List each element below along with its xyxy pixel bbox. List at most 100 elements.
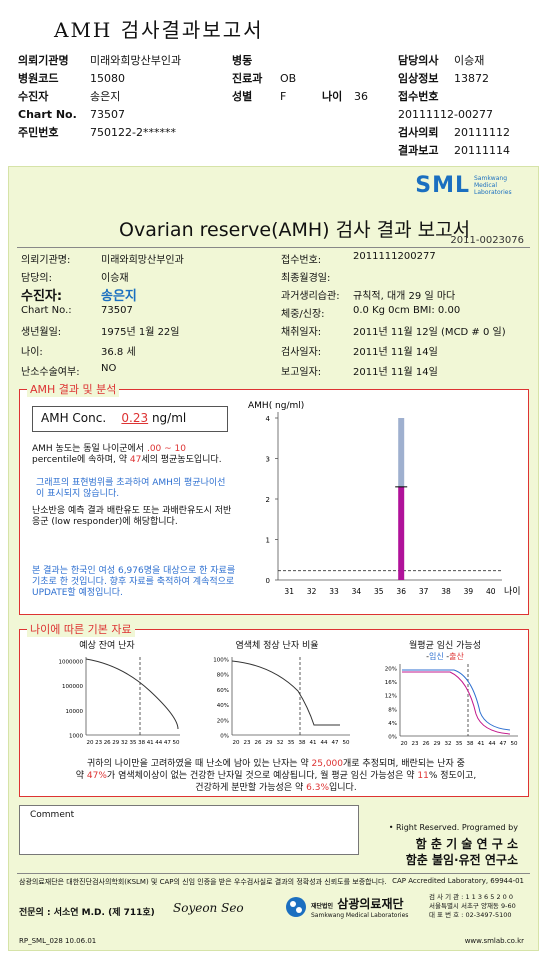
- foundation-name: 삼광의료재단: [337, 897, 404, 911]
- header-value: 36: [354, 90, 368, 103]
- x-tick-label: 33: [329, 587, 339, 596]
- remaining-eggs-chart: 예상 잔여 난자 1000000 100000 10000 1000 20 23 26 29 3…: [32, 638, 182, 754]
- info-label: 검사일자:: [281, 347, 322, 358]
- org-name-1: 함 춘 기 술 연 구 소: [415, 837, 518, 851]
- note-text: AMH 농도는 동일 나이군에서: [32, 444, 145, 454]
- header-label: 나이: [322, 90, 343, 103]
- x-tick-label: 41: [478, 741, 485, 747]
- y-tick-label: 10000: [66, 709, 84, 715]
- header-value: 750122-2******: [90, 126, 176, 139]
- x-tick-label: 29: [266, 740, 273, 746]
- remaining-eggs-curve: [85, 658, 179, 730]
- header-value: 이승재: [454, 54, 485, 67]
- y-tick-label: 40%: [217, 703, 229, 709]
- info-label: 접수번호:: [281, 255, 322, 266]
- x-tick-label: 34: [352, 587, 362, 596]
- age-basic-data-panel: 예상 잔여 난자 1000000 100000 10000 1000 20 23 26 29 3…: [19, 629, 529, 797]
- note-text: percentile에 속하며, 약: [32, 455, 127, 465]
- header-label: 접수번호: [398, 90, 439, 103]
- info-value: 이승재: [101, 273, 129, 284]
- chart-xlabel: 나이: [504, 586, 521, 597]
- info-value: 미래와희망산부인과: [101, 255, 184, 266]
- x-tick-label: 41: [147, 740, 154, 746]
- note-age: 47: [129, 455, 142, 465]
- info-value: 0.0 Kg 0cm BMI: 0.00: [353, 305, 461, 316]
- summary-pregnancy-pct: 11: [417, 771, 429, 781]
- signature: Soyeon Seo: [173, 901, 244, 915]
- x-tick-label: 47: [500, 741, 507, 747]
- info-label: Chart No.:: [21, 305, 72, 316]
- info-label: 나이:: [21, 347, 43, 358]
- x-tick-label: 37: [419, 587, 429, 596]
- x-tick-label: 26: [255, 740, 262, 746]
- header-value: 13872: [454, 72, 489, 85]
- amh-note-response: 난소반응 예측 결과 배란유도 또는 과배란유도시 저반응군 (low resp…: [32, 506, 232, 527]
- header-label: Chart No.: [18, 108, 77, 121]
- info-label: 최종월경일:: [281, 273, 331, 284]
- y-tick-label: 0: [266, 577, 270, 585]
- header-left-column: 의뢰기관명 미래와희망산부인과 병원코드 15080 수진자 송은지 Chart No…: [18, 52, 181, 142]
- y-tick-label: 100000: [62, 684, 83, 690]
- x-tick-label: 38: [441, 587, 451, 596]
- contact-lab: 검 사 기 관 : 1 1 3 6 5 2 0 0: [429, 893, 513, 901]
- x-tick-label: 47: [332, 740, 339, 746]
- info-label: 보고일자:: [281, 367, 322, 378]
- summary-text: 약: [75, 771, 85, 781]
- amh-note-range: 그래프의 표현범위를 초과하여 AMH의 평균나이선이 표시되지 않습니다.: [36, 478, 226, 499]
- summary-birth-pct: 6.3%: [306, 783, 329, 793]
- divider: [17, 873, 530, 874]
- y-tick-label: 20%: [217, 718, 229, 724]
- x-tick-label: 26: [104, 740, 111, 746]
- x-tick-label: 35: [130, 740, 137, 746]
- info-label: 생년월일:: [21, 327, 62, 338]
- birth-curve: [402, 671, 511, 735]
- header-value: 미래와희망산부인과: [90, 54, 182, 67]
- amh-result-panel: AMH Conc. 0.23 ng/ml AMH 농도는 동일 나이군에서 .0…: [19, 389, 529, 615]
- x-tick-label: 41: [310, 740, 317, 746]
- basic-data-summary: 귀하의 나이만을 고려하였을 때 난소에 남아 있는 난자는 약 25,000개…: [34, 758, 518, 794]
- contact-info: 검 사 기 관 : 1 1 3 6 5 2 0 0 서울특별시 서초구 양재동 …: [429, 893, 516, 920]
- note-range: .00 ~ 10: [146, 444, 186, 454]
- summary-text: 가 염색체이상이 없는 건강한 난자일 것으로 예상됩니다, 월 평균 임신 가…: [106, 771, 415, 781]
- x-tick-label: 31: [284, 587, 294, 596]
- y-tick-label: 0%: [220, 734, 229, 740]
- page-title: AMH 검사결과보고서: [54, 18, 264, 42]
- info-value: 2011111200277: [353, 251, 436, 262]
- remaining-eggs-plot: 1000000 100000 10000 1000 20 23 26 29 32 35 38 41 44…: [59, 657, 180, 746]
- x-tick-label: 39: [464, 587, 474, 596]
- x-tick-label: 29: [434, 741, 441, 747]
- info-label: 체중/신장:: [281, 309, 325, 320]
- y-tick-label: 1: [266, 537, 270, 545]
- specialist: 전문의 : 서소연 M.D. (제 711호): [19, 908, 155, 918]
- x-tick-label: 23: [244, 740, 251, 746]
- amh-note-percentile: AMH 농도는 동일 나이군에서 .00 ~ 10 percentile에 속하…: [32, 444, 232, 466]
- sub-chart-title: 월평균 임신 가능성: [409, 641, 481, 651]
- pregnancy-chance-chart: 월평균 임신 가능성 -임신 -출산 20% 16% 12% 8% 4% 0% 20 23 26…: [370, 638, 520, 754]
- summary-egg-count: 25,000: [311, 759, 344, 769]
- normal-chromosome-chart: 염색체 정상 난자 비율 100% 80% 60% 40% 20% 0% 20 23 26 29 3…: [202, 638, 352, 754]
- x-tick-label: 44: [321, 740, 328, 746]
- header-label: 주민번호: [18, 126, 59, 139]
- header-label: 검사의뢰: [398, 126, 439, 139]
- x-tick-label: 23: [95, 740, 102, 746]
- header-right-column: 담당의사 이승재 임상정보 13872 접수번호 20111112-00277 검사의…: [398, 52, 545, 160]
- report-sheet: SML Samkwang Medical Laboratories Ovaria…: [8, 166, 539, 951]
- patient-info-left: 의뢰기관명: 미래와희망산부인과 담당의: 이승재 수진자: 송은지 Chart…: [21, 251, 271, 378]
- y-tick-label: 8%: [388, 707, 397, 713]
- sub-chart-legend: -임신 -출산: [370, 651, 520, 662]
- info-value: 1975년 1월 22일: [101, 327, 180, 338]
- foundation-prefix: 재단법인: [311, 903, 334, 910]
- header-value: 15080: [90, 72, 125, 85]
- header-label: 병동: [232, 54, 253, 67]
- info-value: 2011년 11월 12일 (MCD # 0 일): [353, 327, 506, 338]
- y-tick-label: 60%: [217, 688, 229, 694]
- age-range-bar: [398, 418, 405, 487]
- x-tick-label: 32: [307, 587, 317, 596]
- header-label: 병원코드: [18, 72, 59, 85]
- x-tick-label: 47: [164, 740, 171, 746]
- y-tick-label: 80%: [217, 673, 229, 679]
- x-tick-label: 32: [121, 740, 128, 746]
- info-label: 채취일자:: [281, 327, 322, 338]
- x-tick-label: 26: [423, 741, 430, 747]
